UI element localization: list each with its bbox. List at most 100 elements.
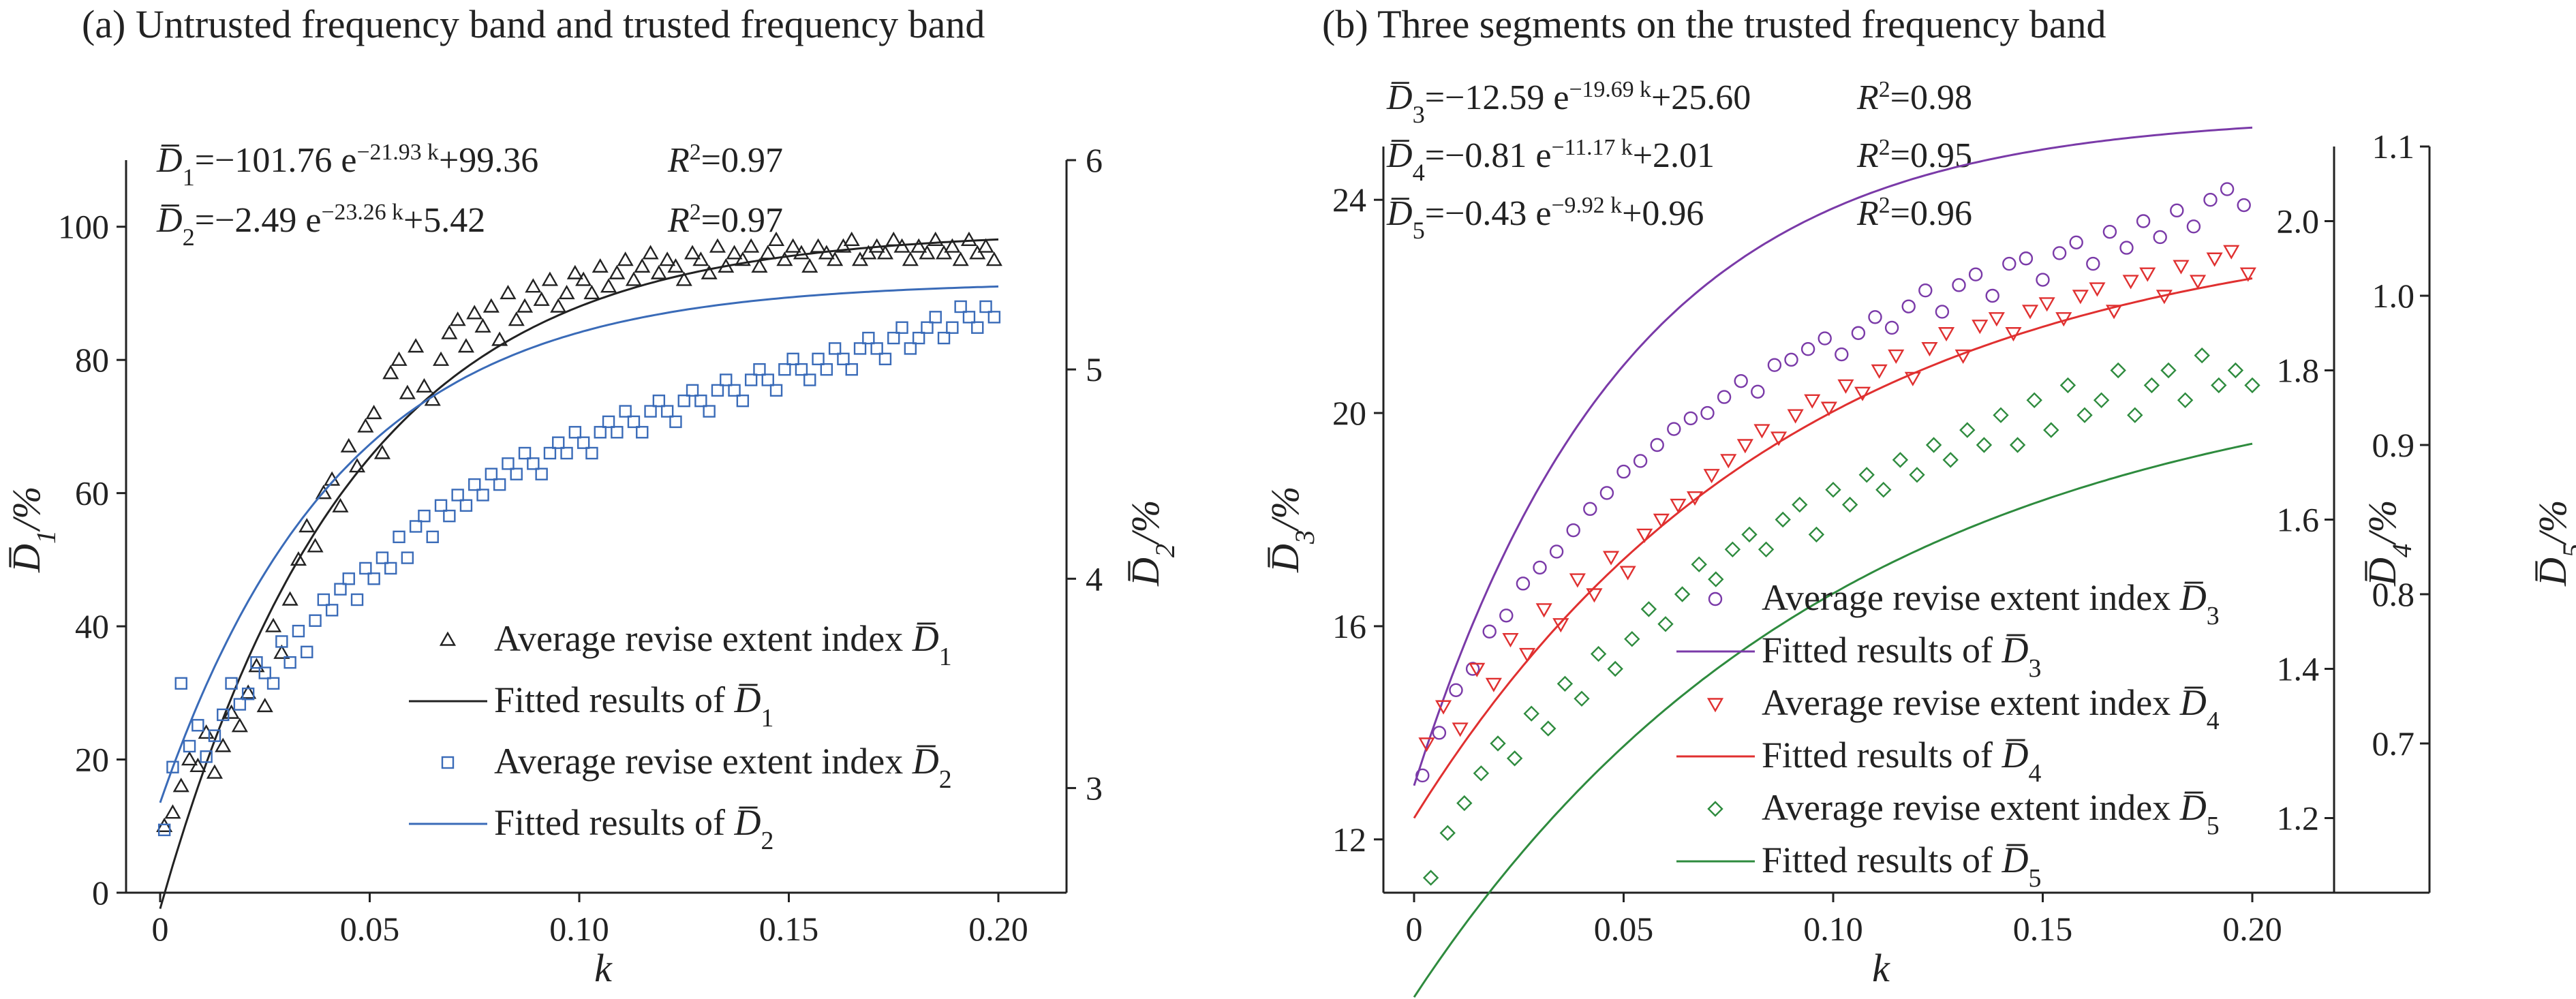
data-point-d3 [1482,624,1497,639]
data-point-d1 [985,251,1002,266]
data-point-d1 [382,365,399,380]
data-point-d4 [1921,341,1938,357]
data-point-d5 [2227,362,2244,379]
data-point-d1 [558,285,575,300]
data-point-d4 [1435,700,1452,715]
y-left-tick-label: 60 [75,474,109,512]
data-point-d1 [944,238,961,253]
data-point-d5 [2009,437,2026,453]
data-point-d4 [1736,439,1753,454]
data-point-d2 [459,499,473,512]
data-point-d1 [617,251,634,266]
data-point-d3 [1884,320,1899,335]
data-point-d1 [290,551,307,566]
data-point-d2 [258,666,271,679]
data-point-d2 [309,614,322,627]
data-point-d4 [1871,364,1888,379]
data-point-d5 [2127,407,2143,423]
data-point-d5 [1456,795,1473,812]
data-point-d3 [1599,486,1614,500]
data-point-d5 [2194,347,2210,364]
data-point-d4 [2055,312,2072,327]
data-point-d4 [2239,267,2256,282]
x-axis-label: k [1872,946,1890,990]
data-point-d1 [206,764,224,779]
equation-d2-r2: R2=0.97 [667,200,783,241]
y-left-tick-label: 16 [1332,607,1366,645]
data-point-d3 [1683,411,1698,426]
y-right1-tick-label: 1.6 [2277,501,2320,539]
data-point-d3 [2203,193,2218,207]
data-point-d2 [660,405,674,418]
data-point-d3 [1935,305,1950,319]
equation-d3: D̅3=−12.59 e−19.69 k+25.60 [1386,77,1751,129]
data-point-d4 [1619,566,1636,581]
legend-item: Average revise extent index D̅5 [1762,787,2220,840]
data-point-d2 [602,415,615,429]
fit-line-d4 [1413,277,2253,819]
data-point-d3 [2069,235,2083,249]
data-point-d2 [451,489,464,502]
data-point-d2 [191,719,204,732]
data-point-d2 [183,739,196,753]
data-point-d5 [1674,586,1691,602]
data-point-d1 [240,684,257,699]
data-point-d2 [375,551,389,564]
data-point-d3 [2052,246,2067,260]
data-point-d1 [525,278,542,293]
data-point-d1 [181,751,198,766]
data-point-d1 [390,351,408,366]
y-right-tick-label: 5 [1086,350,1103,388]
data-point-d4 [1418,737,1435,752]
data-point-d1 [432,351,450,366]
data-point-d5 [2143,377,2160,394]
legend-item: Fitted results of D̅2 [494,802,773,855]
data-point-d3 [1918,283,1933,298]
y-left-tick-label: 24 [1332,181,1366,219]
data-point-d1 [264,617,282,632]
data-point-d5 [1858,467,1875,483]
data-point-d2 [426,530,439,544]
data-point-d5 [1775,511,1791,528]
data-point-d2 [493,478,506,491]
data-point-d3 [2102,224,2117,239]
data-point-d4 [1904,371,1921,386]
data-point-d4 [1452,722,1469,737]
x-tick-label: 0.05 [340,910,400,948]
data-point-d2 [468,478,481,491]
x-tick-label: 0 [152,910,169,948]
data-point-d4 [1820,401,1837,416]
data-point-d4 [2005,327,2022,342]
data-point-d4 [1753,424,1770,439]
data-point-d5 [1825,482,1841,498]
x-axis-label: k [594,946,613,990]
data-point-d2 [895,321,908,334]
data-point-d1 [541,271,559,286]
data-point-d1 [416,378,433,393]
panel-b: (b) Three segments on the trusted freque… [1263,2,2576,998]
y-right2-tick-label: 0.7 [2372,724,2415,763]
legend-item: Fitted results of D̅3 [1762,630,2041,683]
legend-marker [439,631,457,646]
data-point-d3 [1533,560,1547,575]
data-point-d2 [711,384,724,397]
data-point-d1 [609,264,626,279]
data-point-d1 [600,278,617,293]
panel-a-title: (a) Untrusted frequency band and trusted… [82,2,985,46]
panel-b-title: (b) Three segments on the trusted freque… [1322,2,2106,46]
data-point-d1 [533,291,550,306]
data-point-d3 [2220,182,2235,196]
data-point-d1 [491,331,508,346]
data-point-d1 [583,285,600,300]
data-point-d1 [516,298,534,313]
data-point-d3 [2153,230,2167,245]
data-point-d3 [1633,454,1648,468]
data-point-d3 [1650,437,1664,452]
data-point-d1 [365,404,382,420]
data-point-d3 [2186,219,2201,234]
fit-line-d2 [159,285,999,803]
data-point-d5 [1942,452,1959,468]
data-point-d1 [189,757,206,773]
data-point-d3 [2119,241,2134,255]
